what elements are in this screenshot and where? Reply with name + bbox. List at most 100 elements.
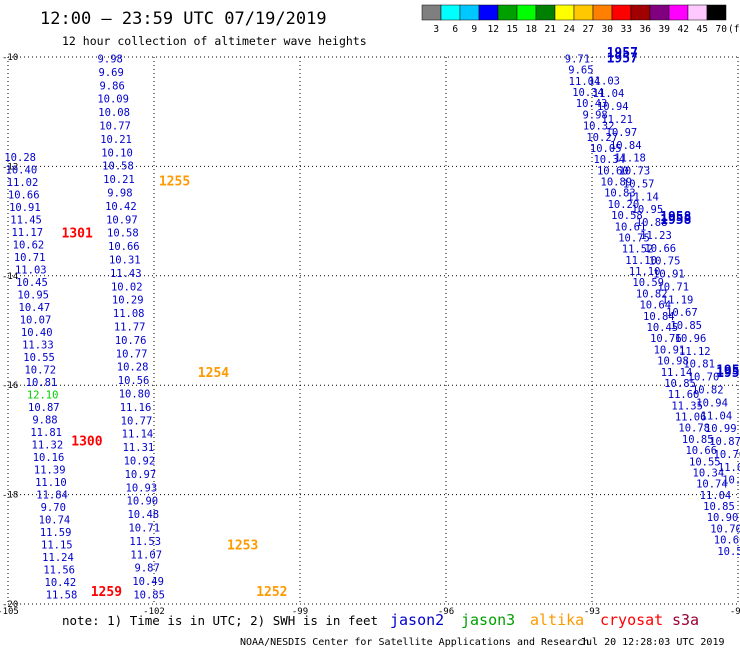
pass-time-label: 1252 — [256, 585, 287, 600]
chart-title: 12:00 – 23:59 UTC 07/19/2019 — [40, 9, 327, 29]
wave-height-value: 11.84 — [36, 490, 68, 502]
y-tick-label: -14 — [2, 272, 18, 282]
colorbar-swatch — [535, 4, 556, 21]
colorbar-swatch — [497, 4, 518, 21]
wave-height-value: 10.66 — [8, 189, 40, 201]
wave-height-value: 10.81 — [683, 359, 715, 371]
wave-height-value: 10.96 — [675, 333, 707, 345]
wave-height-value: 11.03 — [15, 264, 47, 276]
y-tick-label: -18 — [2, 491, 18, 501]
wave-height-value: 10.58 — [107, 228, 139, 240]
wave-height-value: 11.14 — [627, 191, 659, 203]
wave-height-value: 12.10 — [27, 389, 59, 401]
wave-height-value: 11.04 — [593, 88, 625, 100]
wave-height-value: 10.74 — [39, 515, 71, 527]
wave-height-value: 9.69 — [99, 67, 124, 79]
wave-height-value: 11.52 — [622, 244, 654, 256]
wave-height-value: 10.40 — [21, 327, 53, 339]
wave-height-value: 10.99 — [705, 423, 737, 435]
wave-height-value: 11.45 — [10, 214, 42, 226]
x-tick-label: -93 — [584, 607, 600, 617]
wave-height-value: 10.47 — [19, 302, 51, 314]
wave-height-value: 11.56 — [43, 565, 75, 577]
wave-height-value: 11.60 — [668, 389, 700, 401]
wave-height-value: 10.57 — [623, 178, 655, 190]
wave-height-value: 10.45 — [16, 277, 48, 289]
colorbar-label: 27 — [583, 24, 594, 35]
wave-height-value: 10.73 — [619, 166, 651, 178]
colorbar-label: 24 — [564, 24, 576, 35]
pass-time-label: 195 — [716, 366, 739, 381]
colorbar-label: 12 — [488, 24, 499, 35]
wave-height-value: 11.58 — [46, 590, 78, 602]
wave-height-value: 10.85 — [703, 501, 735, 513]
wave-height-value: 10.59 — [632, 277, 664, 289]
pass-time-label: 1259 — [91, 585, 122, 600]
wave-height-value: 10.70 — [688, 372, 720, 384]
wave-height-value: 10.64 — [639, 300, 671, 312]
wave-height-value: 10.85 — [682, 434, 714, 446]
wave-height-value: 11.14 — [661, 367, 693, 379]
colorbar-label: 30 — [602, 24, 614, 35]
wave-height-value: 11.01 — [718, 462, 740, 474]
wave-height-value: 10.90 — [127, 496, 159, 508]
y-tick-label: -20 — [2, 600, 18, 610]
colorbar-swatch — [649, 4, 670, 21]
wave-height-value: 10.10 — [101, 147, 133, 159]
legend-altika: altika — [530, 611, 584, 629]
footer-timestamp: Jul 20 12:28:03 UTC 2019 — [580, 637, 725, 648]
wave-height-value: 9.86 — [99, 80, 124, 92]
colorbar-swatch — [611, 4, 632, 21]
wave-height-value: 10.88 — [636, 217, 668, 229]
wave-height-value: 10.77 — [116, 348, 148, 360]
wave-height-value: 11.12 — [679, 346, 711, 358]
colorbar-label: 21 — [545, 24, 557, 35]
wave-height-value: 10.77 — [121, 415, 153, 427]
colorbar-label: 18 — [526, 24, 538, 35]
wave-height-value: 10.78 — [678, 423, 710, 435]
wave-height-value: 10.95 — [632, 204, 664, 216]
colorbar-label: 39 — [659, 24, 671, 35]
wave-height-value: 10.97 — [125, 469, 157, 481]
wave-height-value: 11.08 — [113, 308, 145, 320]
wave-height-value: 11.39 — [34, 465, 66, 477]
colorbar-swatch — [440, 4, 461, 21]
wave-height-value: 10.84 — [610, 140, 642, 152]
wave-height-value: 11.77 — [114, 322, 146, 334]
wave-height-value: 10.70 — [710, 523, 740, 535]
wave-height-value: 10.76 — [115, 335, 147, 347]
wave-height-value: 10.77 — [99, 120, 131, 132]
wave-height-value: 10.28 — [117, 362, 149, 374]
wave-height-value: 10.58 — [611, 210, 643, 222]
wave-height-value: 10.91 — [653, 269, 685, 281]
wave-height-value: 10.29 — [112, 295, 144, 307]
wave-height-value: 9.71 — [565, 53, 590, 65]
footer-note: note: 1) Time is in UTC; 2) SWH is in fe… — [62, 613, 378, 628]
wave-height-value: 11.59 — [40, 527, 72, 539]
wave-height-value: 11.16 — [120, 402, 152, 414]
wave-height-value: 11.31 — [123, 442, 155, 454]
colorbar-label: 3 — [433, 24, 439, 35]
wave-height-value: 11.14 — [122, 429, 154, 441]
wave-height-value: 10.76 — [714, 449, 740, 461]
wave-height-value: 10.81 — [26, 377, 58, 389]
colorbar-swatch — [459, 4, 480, 21]
wave-height-value: 10.05 — [590, 143, 622, 155]
pass-time-label: 1253 — [227, 538, 258, 553]
wave-height-value: 9.98 — [107, 187, 132, 199]
wave-height-value: 10.16 — [33, 452, 65, 464]
x-tick-label: -105 — [0, 607, 19, 617]
wave-height-value: 10.21 — [100, 134, 132, 146]
wave-height-value: 10.98 — [657, 356, 689, 368]
wave-height-value: 10.67 — [666, 307, 698, 319]
wave-height-value: 9.88 — [32, 414, 57, 426]
wave-height-value: 10.82 — [692, 384, 724, 396]
wave-height-value: 11.10 — [35, 477, 67, 489]
wave-height-value: 10.45 — [647, 322, 679, 334]
wave-height-value: 10.91 — [9, 202, 41, 214]
legend-jason3: jason3 — [461, 611, 515, 629]
wave-height-value: 10.85 — [133, 590, 165, 602]
wave-height-value: 10.84 — [643, 311, 675, 323]
pass-time-label: 1958 — [660, 213, 691, 228]
